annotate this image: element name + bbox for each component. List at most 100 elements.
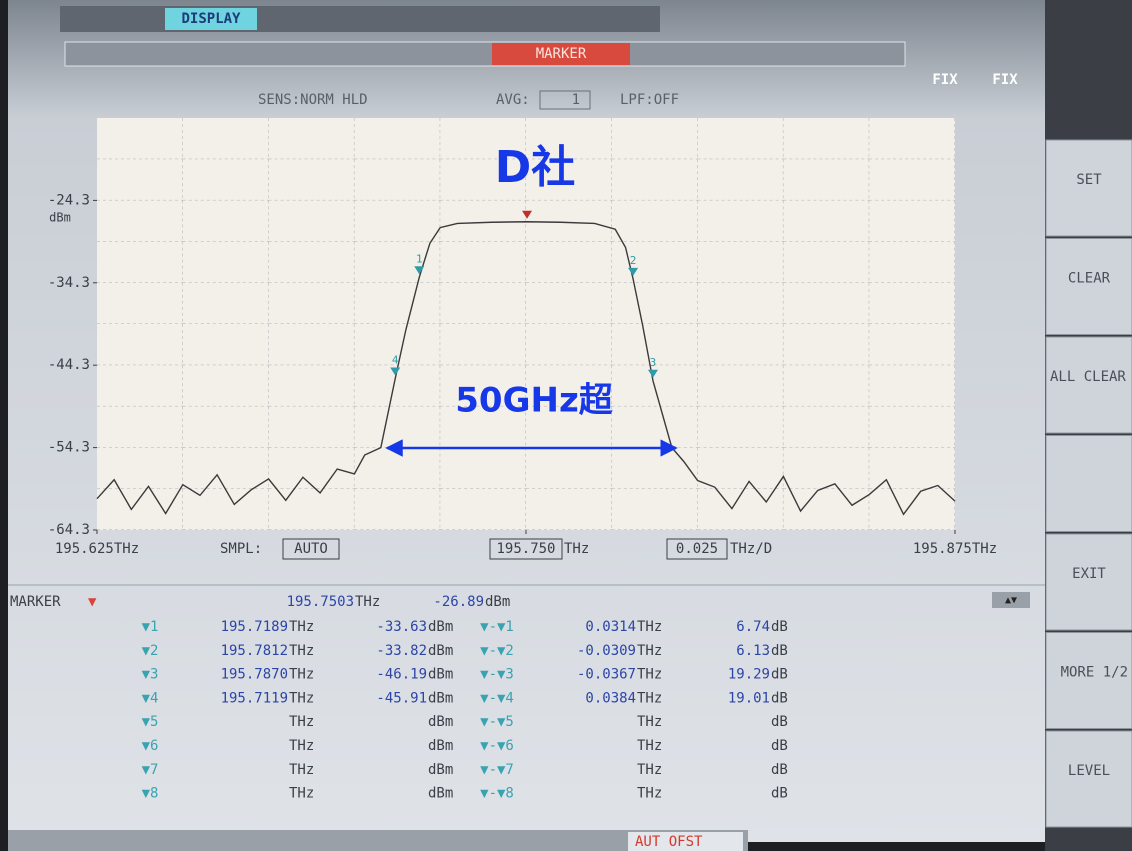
span-value: 0.025 [676,541,718,557]
delta-id: ▼-▼3 [480,667,514,683]
marker-title: MARKER [10,594,61,610]
freq-unit: THz [289,714,314,730]
softkey-label: LEVEL [1068,763,1110,779]
marker-id: ▼8 [142,786,159,802]
y-tick-label: -54.3 [48,440,90,456]
bandwidth-annotation: 50GHz超 [455,381,613,421]
softkey[interactable] [1046,239,1132,335]
delta-freq: 0.0314 [585,619,636,635]
delta-level: 6.74 [736,619,770,635]
delta-level: 19.01 [728,690,770,706]
y-tick-label: -24.3 [48,192,90,208]
softkey-label: MORE 1/2 [1061,665,1128,681]
softkey[interactable] [1046,731,1132,827]
marker-level: -46.19 [376,667,427,683]
freq-unit: THz [637,786,662,802]
main-freq: 195.7503 [287,594,354,610]
delta-freq: -0.0367 [577,667,636,683]
freq-unit: THz [289,738,314,754]
marker-freq: 195.7812 [221,643,288,659]
softkey-label: CLEAR [1068,271,1111,287]
freq-unit: THz [355,594,380,610]
y-tick-label: -34.3 [48,275,90,291]
fix-label: FIX [932,72,958,88]
freq-unit: THz [289,690,314,706]
level-unit: dBm [428,667,453,683]
freq-unit: THz [637,738,662,754]
softkey[interactable] [1046,633,1132,729]
scroll-arrows: ▲▼ [1005,595,1017,606]
delta-level: 6.13 [736,643,770,659]
company-annotation: D社 [495,142,576,193]
delta-unit: dB [771,714,788,730]
marker-label: 2 [630,254,637,267]
softkey[interactable] [1046,140,1132,236]
delta-id: ▼-▼6 [480,738,514,754]
x-tick-label: 195.875THz [913,541,997,557]
freq-unit: THz [289,786,314,802]
marker-level: -45.91 [376,690,427,706]
softkey[interactable] [1046,436,1132,532]
delta-unit: dB [771,619,788,635]
softkey-label: SET [1076,172,1102,188]
delta-id: ▼-▼5 [480,714,514,730]
softkey[interactable] [1046,337,1132,433]
level-unit: dBm [428,762,453,778]
marker-freq: 195.7119 [221,690,288,706]
delta-unit: dB [771,690,788,706]
level-unit: dBm [428,786,453,802]
delta-unit: dB [771,667,788,683]
softkeys: SETCLEARALL CLEAREXITMORE 1/2LEVEL [1045,0,1132,851]
level-unit: dBm [428,619,453,635]
freq-unit: THz [637,667,662,683]
level-unit: dBm [428,690,453,706]
freq-unit: THz [637,690,662,706]
y-tick-label: -64.3 [48,522,90,538]
marker-id: ▼1 [142,619,159,635]
avg-value: 1 [572,92,580,108]
delta-unit: dB [771,643,788,659]
softkey[interactable] [1046,534,1132,630]
freq-unit: THz [637,643,662,659]
main-level: -26.89 [433,594,484,610]
delta-id: ▼-▼7 [480,762,514,778]
marker-id: ▼7 [142,762,159,778]
y-unit: dBm [49,211,71,225]
x-tick-label: 195.625THz [55,541,139,557]
freq-unit: THz [637,762,662,778]
level-unit: dBm [485,594,510,610]
freq-unit: THz [289,643,314,659]
freq-unit: THz [289,619,314,635]
delta-id: ▼-▼1 [480,619,514,635]
span-unit: THz/D [730,541,772,557]
freq-unit: THz [637,714,662,730]
marker-id: ▼2 [142,643,159,659]
level-unit: dBm [428,714,453,730]
delta-id: ▼-▼2 [480,643,514,659]
delta-freq: 0.0384 [585,690,636,706]
freq-unit: THz [289,762,314,778]
y-tick-label: -44.3 [48,357,90,373]
sample-label: SMPL: [220,541,262,557]
offset-label: AUT OFST [635,834,703,850]
lpf-status: LPF:OFF [620,92,679,108]
tab-row [65,42,905,66]
marker-level: -33.82 [376,643,427,659]
marker-tab-label: MARKER [536,46,587,62]
x-tick-label: 195.750 [496,541,555,557]
analyzer-screen: DISPLAY MARKER FIX FIX SENS:NORM HLD AVG… [0,0,1132,851]
freq-unit: THz [637,619,662,635]
marker-freq: 195.7189 [221,619,288,635]
level-unit: dBm [428,643,453,659]
delta-id: ▼-▼4 [480,690,514,706]
delta-unit: dB [771,786,788,802]
marker-label: 3 [650,356,657,369]
delta-unit: dB [771,762,788,778]
sample-value: AUTO [294,541,328,557]
freq-unit: THz [289,667,314,683]
marker-label: 4 [392,353,399,366]
marker-level: -33.63 [376,619,427,635]
marker-id: ▼6 [142,738,159,754]
marker-freq: 195.7870 [221,667,288,683]
avg-label: AVG: [496,92,530,108]
